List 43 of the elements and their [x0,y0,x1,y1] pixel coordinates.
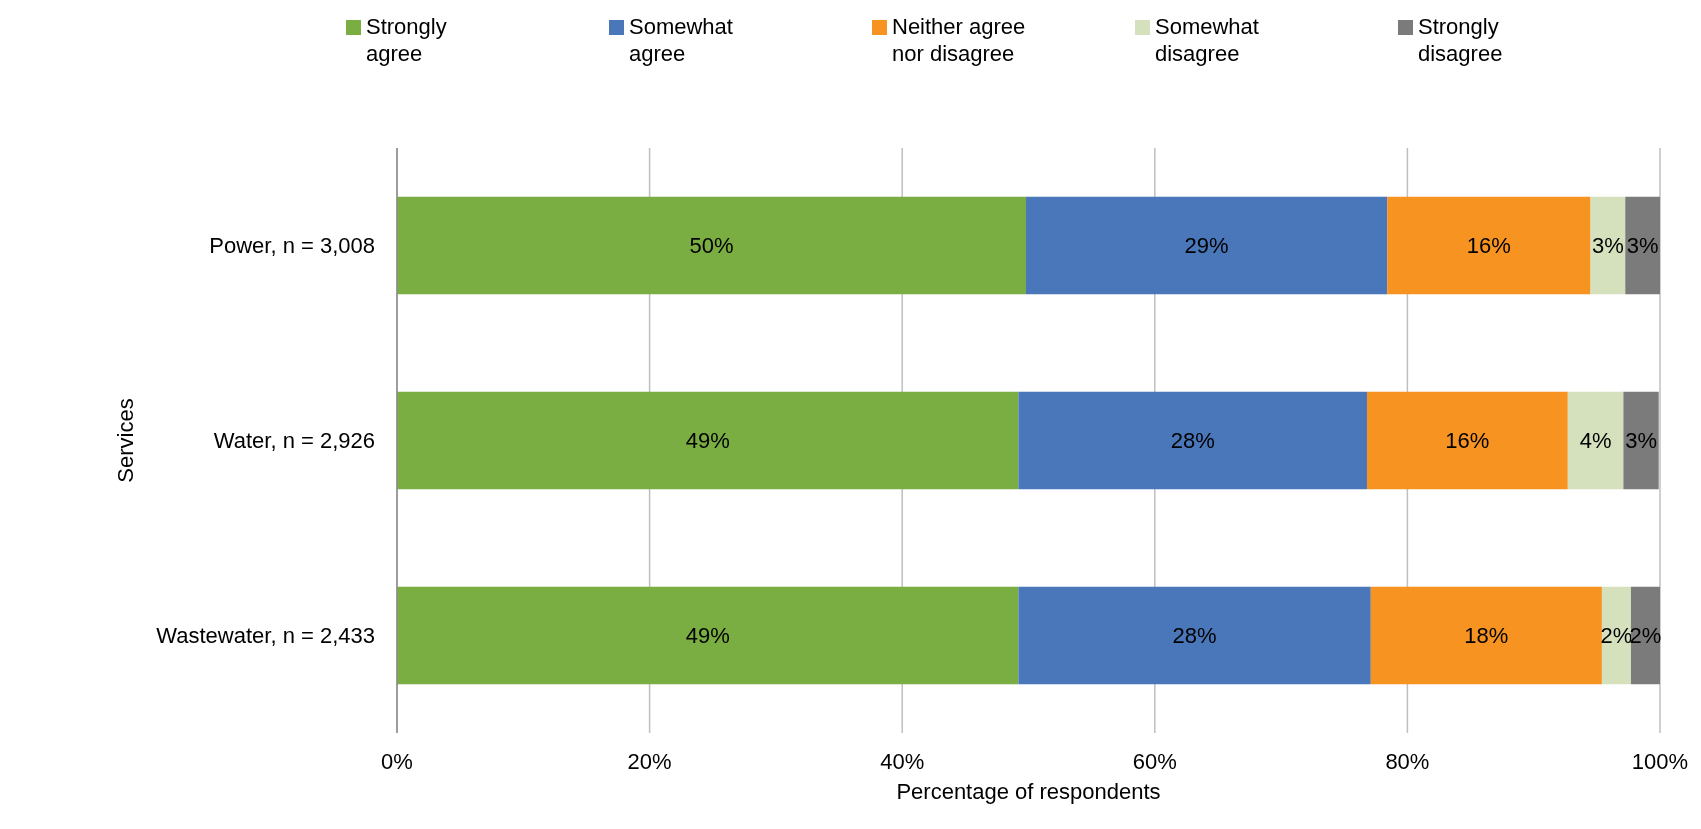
x-tick-label: 0% [381,749,413,774]
legend-label: Somewhat agree [629,14,733,66]
bar [397,196,1026,295]
data-label: 49% [685,623,730,649]
y-tick-label: Wastewater, n = 2,433 [156,623,375,649]
bar [1625,196,1660,295]
x-tick-label: 40% [880,749,925,774]
y-tick-label: Water, n = 2,926 [213,428,375,454]
bar [1590,196,1626,295]
legend-label: Strongly agree [366,14,447,66]
bar [1567,391,1624,490]
bar [1601,586,1631,685]
bar [397,391,1019,490]
bar [1018,586,1371,685]
bar [1025,196,1388,295]
data-label: 18% [1464,623,1509,649]
data-label: 28% [1172,623,1217,649]
data-label: 4% [1579,428,1612,454]
y-axis-title: Services [113,398,138,483]
data-label: 28% [1170,428,1215,454]
data-label: 3% [1626,233,1659,259]
legend-label: Neither agree nor disagree [892,14,1026,66]
data-label: 50% [689,233,734,259]
x-tick-label: 60% [1132,749,1177,774]
data-label: 29% [1184,233,1229,259]
bar [1366,391,1568,490]
bar [397,586,1019,685]
data-label: 16% [1466,233,1511,259]
data-label: 16% [1445,428,1490,454]
x-axis-title: Percentage of respondents [896,779,1161,804]
bar [1387,196,1591,295]
data-label: 49% [685,428,730,454]
bar [1370,586,1602,685]
y-tick-label: Power, n = 3,008 [209,233,375,259]
x-tick-label: 20% [627,749,672,774]
legend-label: Strongly disagree [1418,14,1503,66]
bar [1018,391,1367,490]
legend-label: Somewhat disagree [1155,14,1259,66]
bar [1623,391,1659,490]
x-tick-label: 100% [1631,749,1689,774]
x-tick-label: 80% [1385,749,1430,774]
data-label: 3% [1592,233,1624,259]
data-label: 3% [1625,428,1657,454]
